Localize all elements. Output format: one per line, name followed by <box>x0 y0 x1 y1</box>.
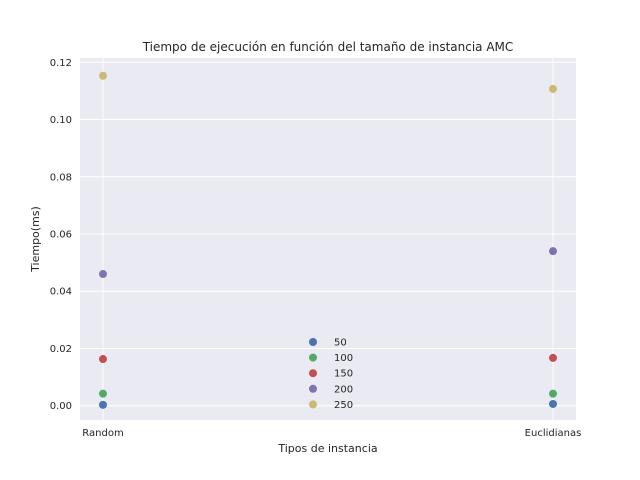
x-axis-ticks: Random Euclidianas <box>82 428 581 439</box>
point-200-Euclidianas <box>549 247 557 256</box>
legend-marker-250 <box>309 400 317 409</box>
legend-label-50: 50 <box>334 338 347 349</box>
plot-area <box>80 58 576 420</box>
legend: 50 100 150 200 250 <box>309 338 353 411</box>
y-axis-ticks: 0.00 0.02 0.04 0.06 0.08 0.10 0.12 <box>50 58 72 412</box>
point-150-Random <box>99 355 107 364</box>
point-50-Euclidianas <box>549 399 557 408</box>
x-tick-label: Random <box>82 428 123 439</box>
point-250-Random <box>99 71 107 80</box>
chart-title: Tiempo de ejecución en función del tamañ… <box>142 40 514 54</box>
y-tick-label: 0.10 <box>50 115 72 126</box>
point-200-Random <box>99 270 107 279</box>
legend-marker-100 <box>309 353 317 362</box>
y-tick-label: 0.12 <box>50 58 72 69</box>
x-tick-label: Euclidianas <box>525 428 582 439</box>
legend-marker-200 <box>309 384 317 393</box>
gridlines <box>80 58 576 420</box>
point-150-Euclidianas <box>549 353 557 362</box>
y-tick-label: 0.02 <box>50 344 72 355</box>
point-100-Euclidianas <box>549 389 557 398</box>
legend-marker-150 <box>309 369 317 378</box>
legend-marker-50 <box>309 338 317 346</box>
legend-label-250: 250 <box>334 400 353 411</box>
y-tick-label: 0.04 <box>50 287 72 298</box>
point-50-Random <box>99 400 107 409</box>
legend-label-200: 200 <box>334 384 353 395</box>
legend-label-100: 100 <box>334 353 353 364</box>
point-100-Random <box>99 389 107 398</box>
y-tick-label: 0.08 <box>50 172 72 183</box>
legend-label-150: 150 <box>334 369 353 380</box>
y-tick-label: 0.06 <box>50 229 72 240</box>
data-points <box>99 71 557 409</box>
y-tick-label: 0.00 <box>50 401 72 412</box>
y-axis-label: Tiempo(ms) <box>29 206 42 273</box>
x-axis-label: Tipos de instancia <box>277 442 377 455</box>
point-250-Euclidianas <box>549 84 557 93</box>
